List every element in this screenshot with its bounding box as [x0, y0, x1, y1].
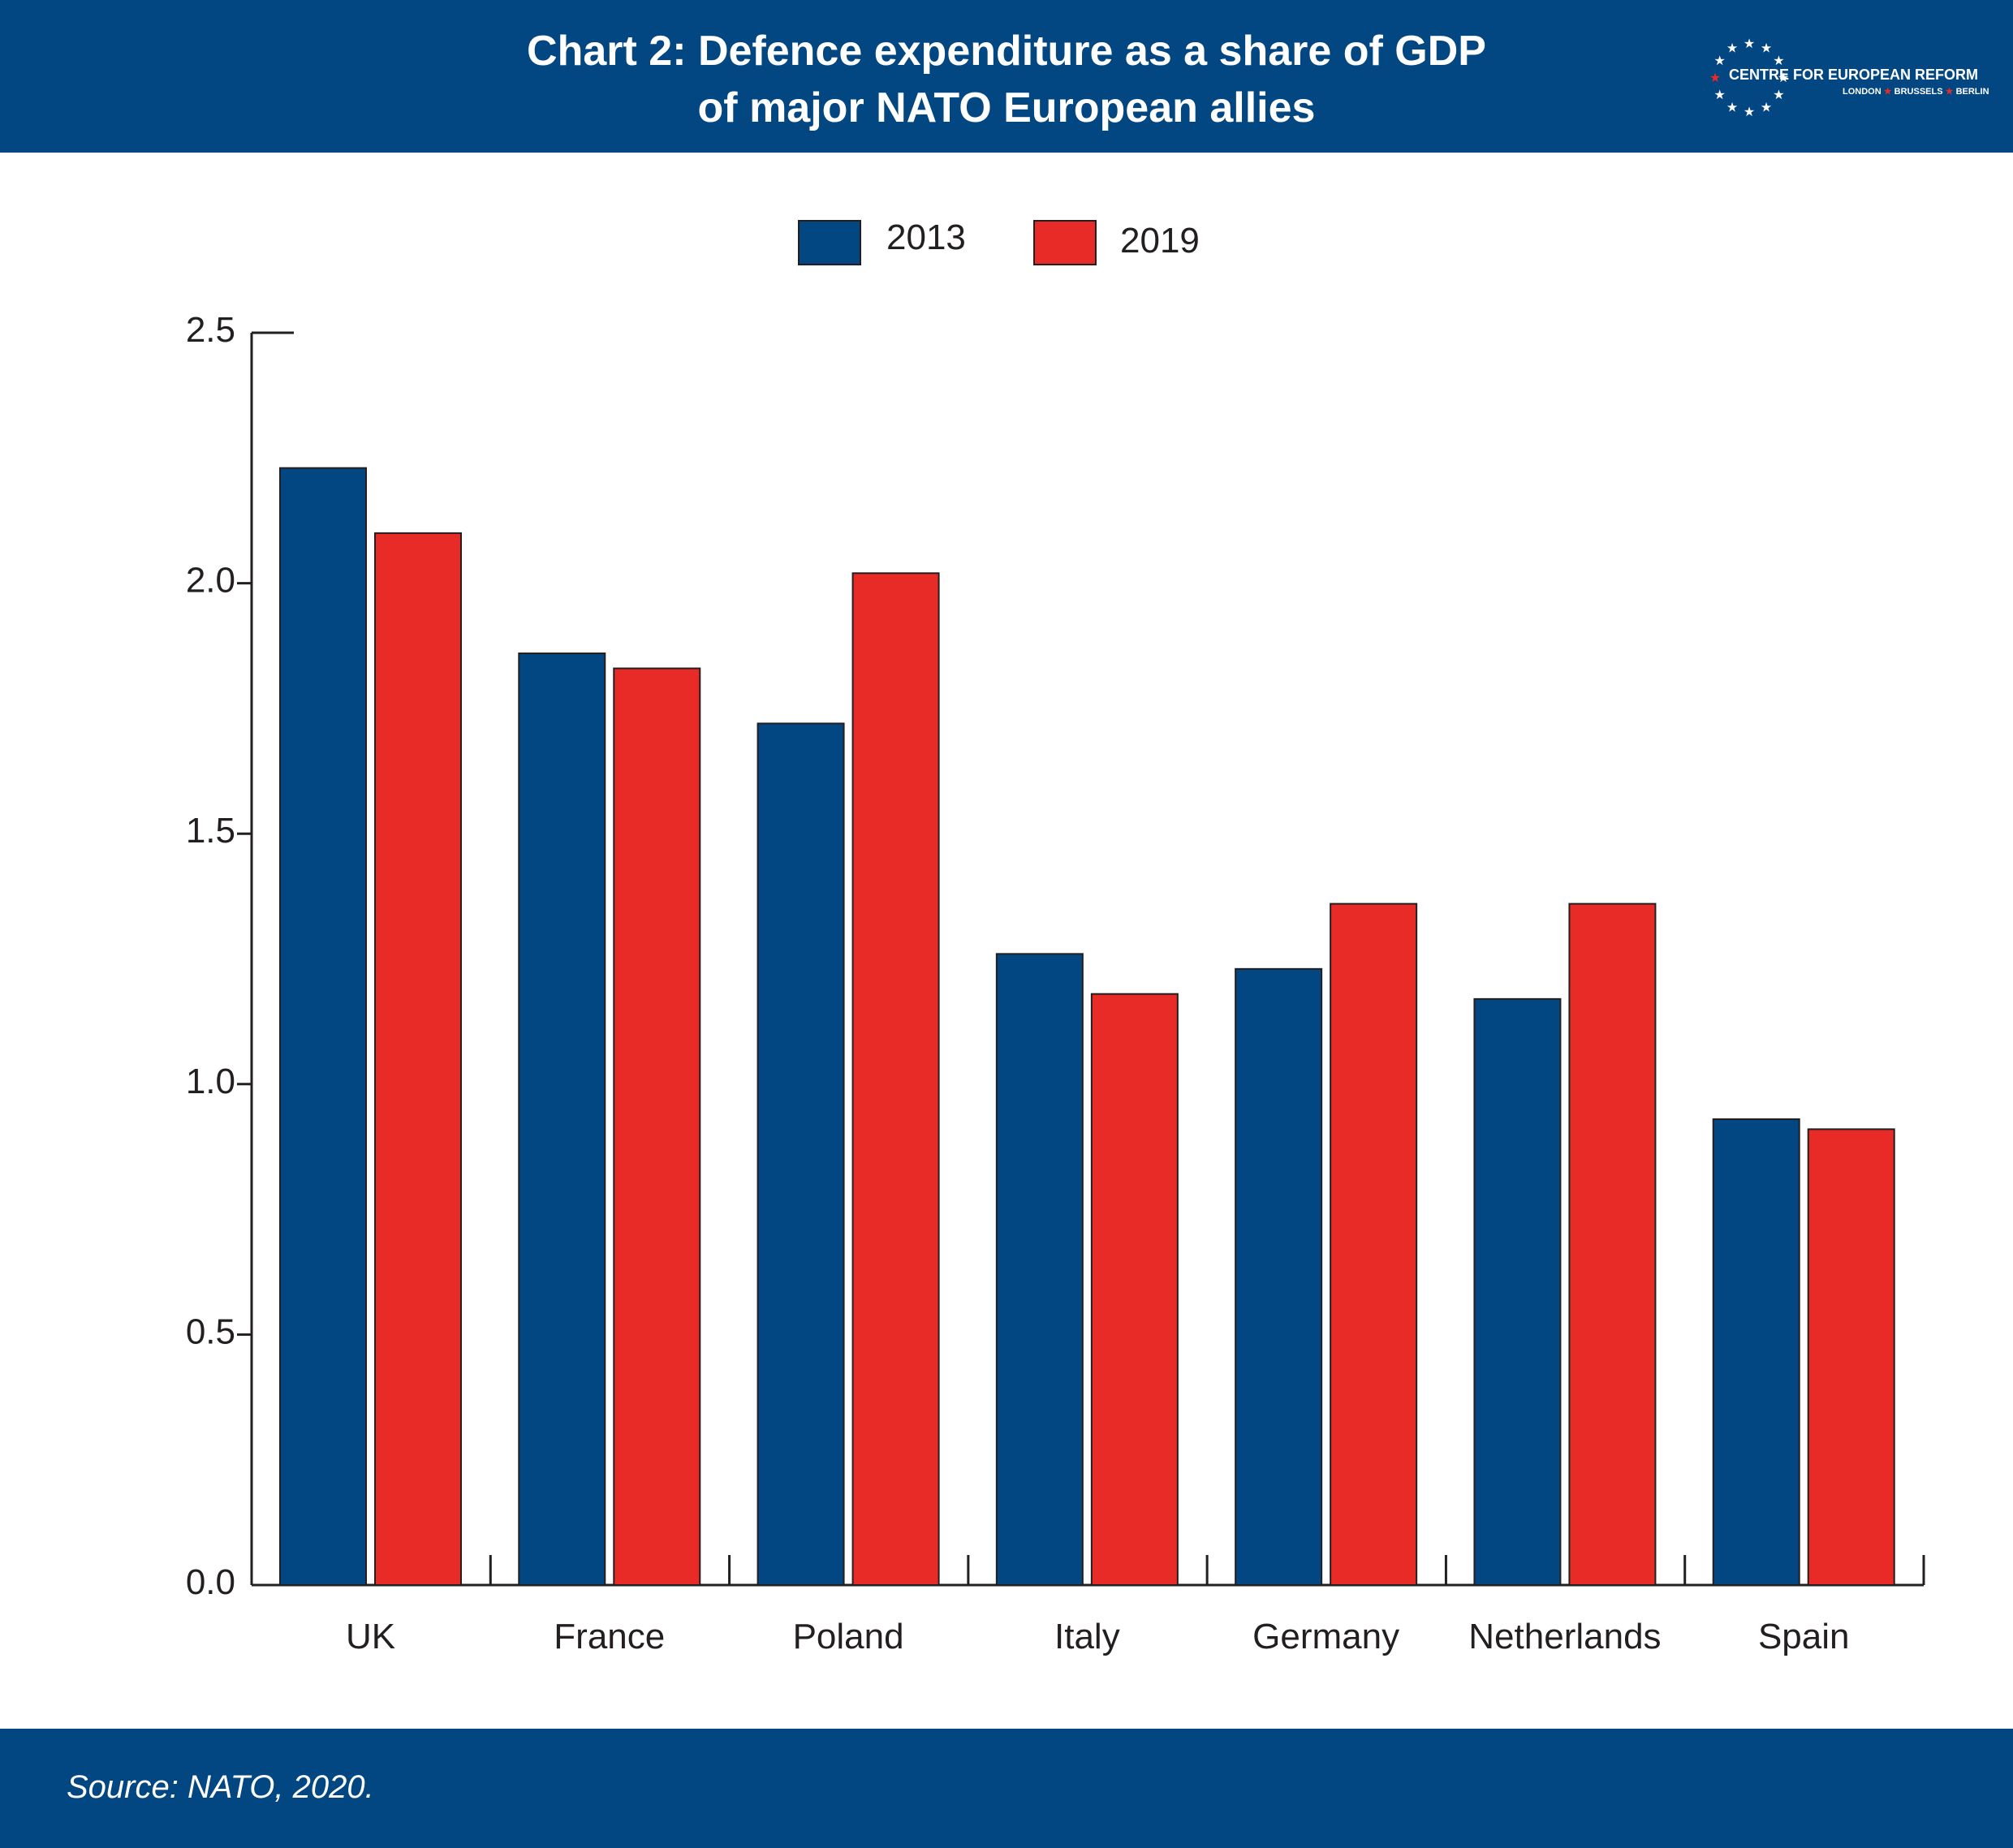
logo-city-london: LONDON: [1843, 87, 1882, 97]
logo-star-icon: ★: [1713, 88, 1725, 102]
bar-uk-2013: [279, 467, 367, 1586]
logo-star-icon: ★: [1726, 42, 1738, 56]
bar-netherlands-2019: [1568, 902, 1657, 1587]
bar-france-2013: [518, 653, 606, 1586]
y-tick-label: 2.5: [186, 310, 235, 350]
bar-germany-2019: [1330, 902, 1418, 1587]
y-tick-label: 2.0: [186, 561, 235, 601]
x-tick-label: France: [554, 1617, 665, 1656]
logo-city-brussels: BRUSSELS: [1894, 87, 1943, 97]
bar-uk-2019: [374, 532, 462, 1586]
x-tick-label: Germany: [1252, 1617, 1399, 1656]
logo-separator-icon: ★: [1883, 87, 1892, 97]
logo-star-icon: ★: [1744, 106, 1755, 119]
star-circle-icon: ★ ★★★★★★★★★★★: [1709, 37, 1789, 119]
header-banner: [0, 0, 2013, 153]
logo-star-icon: ★: [1773, 88, 1784, 102]
x-tick-label: UK: [346, 1617, 395, 1656]
logo-star-icon: ★: [1761, 42, 1772, 56]
logo-star-icon: ★: [1713, 54, 1725, 68]
bar-spain-2019: [1807, 1128, 1895, 1586]
x-tick-label: Spain: [1758, 1617, 1850, 1656]
logo-separator-icon: ★: [1945, 87, 1954, 97]
source-note: Source: NATO, 2020.: [67, 1769, 374, 1805]
legend-swatch-2013: [798, 220, 861, 265]
bar-italy-2019: [1090, 993, 1179, 1586]
logo-star-icon: ★: [1726, 101, 1738, 114]
cer-logo: ★ ★ ★ ★ ★ ★ ★ ★ ★ ★ ★ ★ CENTRE FOR EUROPEAN REFORM …: [1705, 32, 1997, 122]
logo-city-berlin: BERLIN: [1955, 87, 1989, 97]
logo-star-icon: ★: [1761, 101, 1772, 114]
bar-italy-2013: [995, 953, 1084, 1586]
bar-netherlands-2013: [1473, 997, 1562, 1586]
chart-title-line-1: Chart 2: Defence expenditure as a share …: [527, 28, 1486, 75]
bar-spain-2013: [1712, 1118, 1800, 1586]
bar-germany-2013: [1235, 967, 1323, 1586]
y-tick-label: 1.0: [186, 1062, 235, 1101]
chart-title-line-2: of major NATO European allies: [697, 84, 1316, 131]
logo-name: CENTRE FOR EUROPEAN REFORM: [1729, 67, 1979, 83]
logo-star-icon: ★: [1744, 37, 1755, 51]
y-tick-label: 1.5: [186, 811, 235, 851]
x-tick-label: Netherlands: [1468, 1617, 1661, 1656]
legend-label-2013: 2013: [886, 218, 966, 257]
legend-label-2019: 2019: [1120, 221, 1200, 261]
x-tick-label: Italy: [1054, 1617, 1120, 1656]
bar-poland-2013: [756, 722, 845, 1586]
logo-star-icon: ★: [1778, 71, 1789, 85]
y-tick-label: 0.0: [186, 1562, 235, 1602]
bar-chart: 0.0 0.5 1.0 1.5 2.0 2.5 UK France Poland Italy Ger…: [186, 310, 1925, 1656]
y-tick-label: 0.5: [186, 1312, 235, 1351]
legend-swatch-2019: [1033, 220, 1097, 265]
x-tick-label: Poland: [793, 1617, 904, 1656]
logo-star-icon: ★: [1773, 54, 1784, 68]
bar-france-2019: [613, 667, 701, 1586]
logo-star-icon: ★: [1709, 71, 1721, 85]
chart-title: Chart 2: Defence expenditure as a share …: [0, 23, 2013, 136]
bar-poland-2019: [851, 572, 940, 1586]
logo-cities: LONDON ★ BRUSSELS ★ BERLIN: [1843, 86, 1989, 97]
footer-banner: [0, 1729, 2013, 1848]
